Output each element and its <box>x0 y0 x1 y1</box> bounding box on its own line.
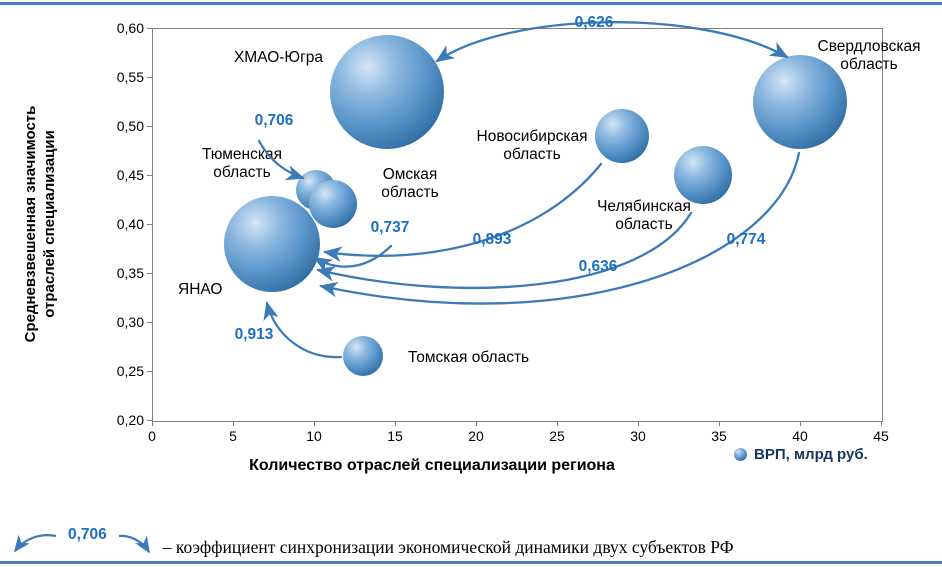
sync-coefficient-label: 0,636 <box>578 258 618 275</box>
top-border-line <box>0 2 942 5</box>
y-tick-label: 0,35 <box>116 265 144 281</box>
y-tick-mark <box>147 420 152 421</box>
caption-coefficient-value: 0,706 <box>68 526 107 543</box>
chart-bubble <box>329 34 444 149</box>
y-axis-title-line1: Средневзвешенная значимость <box>22 105 39 343</box>
legend-bubble-icon <box>734 448 747 461</box>
y-tick-label: 0,30 <box>116 314 144 330</box>
sync-coefficient-label: 0,774 <box>726 231 766 248</box>
sync-coefficient-label: 0,626 <box>574 14 614 31</box>
sync-coefficient-label: 0,893 <box>472 231 512 248</box>
y-tick-label: 0,20 <box>116 412 144 428</box>
y-tick-mark <box>147 224 152 225</box>
y-tick-label: 0,60 <box>116 20 144 36</box>
x-tick-mark <box>557 421 558 426</box>
region-label: Свердловская область <box>817 38 921 73</box>
chart-bubble <box>753 54 847 149</box>
chart-bubble <box>223 195 320 292</box>
y-tick-label: 0,40 <box>116 216 144 232</box>
x-tick-label: 5 <box>229 428 237 444</box>
y-axis-title: Средневзвешенная значимость отраслей спе… <box>22 28 60 420</box>
chart-bubble <box>673 146 732 204</box>
y-tick-mark <box>147 322 152 323</box>
x-tick-label: 15 <box>387 428 403 444</box>
x-tick-mark <box>233 421 234 426</box>
x-tick-label: 0 <box>148 428 156 444</box>
chart-bubble <box>342 336 383 377</box>
x-tick-mark <box>638 421 639 426</box>
bottom-border-line <box>0 561 942 564</box>
caption-arrow-left-icon <box>13 534 57 553</box>
x-tick-label: 45 <box>873 428 889 444</box>
y-tick-label: 0,45 <box>116 167 144 183</box>
x-tick-label: 10 <box>306 428 322 444</box>
region-label: Новосибирская область <box>476 128 588 163</box>
x-tick-mark <box>881 421 882 426</box>
figure-caption: 0,706 – коэффициент синхронизации эконом… <box>10 526 734 558</box>
x-tick-mark <box>719 421 720 426</box>
region-label: ХМАО-Югра <box>233 49 323 66</box>
region-label: Омская область <box>381 166 439 201</box>
x-tick-mark <box>152 421 153 426</box>
x-tick-label: 20 <box>468 428 484 444</box>
y-tick-mark <box>147 371 152 372</box>
x-tick-label: 25 <box>549 428 565 444</box>
caption-text: – коэффициент синхронизации экономическо… <box>162 537 734 557</box>
x-tick-mark <box>476 421 477 426</box>
y-tick-mark <box>147 28 152 29</box>
legend-label: ВРП, млрд руб. <box>754 446 868 463</box>
region-label: Томская область <box>408 349 530 366</box>
caption-arrow-right-icon <box>118 534 150 554</box>
y-tick-mark <box>147 77 152 78</box>
x-tick-label: 30 <box>630 428 646 444</box>
x-tick-mark <box>800 421 801 426</box>
y-tick-mark <box>147 175 152 176</box>
legend: ВРП, млрд руб. <box>734 446 868 463</box>
region-label: ЯНАО <box>178 281 223 298</box>
x-tick-label: 40 <box>792 428 808 444</box>
y-tick-mark <box>147 126 152 127</box>
y-tick-label: 0,25 <box>116 363 144 379</box>
sync-coefficient-label: 0,913 <box>234 326 274 343</box>
y-tick-label: 0,50 <box>116 118 144 134</box>
x-tick-mark <box>395 421 396 426</box>
sync-coefficient-label: 0,706 <box>254 112 294 129</box>
y-tick-mark <box>147 273 152 274</box>
y-axis-title-line2: отраслей специализации <box>40 130 58 318</box>
sync-coefficient-label: 0,737 <box>370 219 410 236</box>
x-axis-title: Количество отраслей специализации регион… <box>249 457 615 474</box>
y-tick-label: 0,55 <box>116 69 144 85</box>
region-label: Челябинская область <box>597 198 691 233</box>
x-tick-mark <box>314 421 315 426</box>
x-tick-label: 35 <box>711 428 727 444</box>
region-label: Тюменская область <box>202 146 282 181</box>
